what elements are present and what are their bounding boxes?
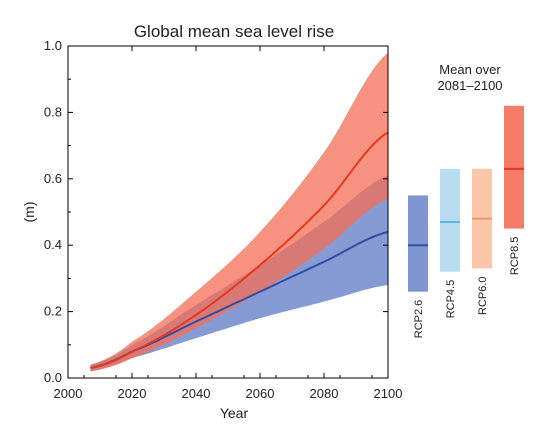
summary-bar-rcp85 bbox=[504, 105, 524, 229]
summary-label-rcp60: RCP6.0 bbox=[477, 276, 489, 315]
x-tick-label: 2040 bbox=[182, 386, 211, 401]
summary-bar-rcp26 bbox=[408, 195, 428, 292]
summary-label-rcp26: RCP2.6 bbox=[413, 300, 425, 339]
x-axis-label: Year bbox=[220, 405, 249, 421]
summary-label-rcp85: RCP8.5 bbox=[509, 237, 521, 276]
band-rcp85 bbox=[90, 52, 389, 372]
y-tick-label: 0.0 bbox=[44, 370, 62, 385]
x-tick-label: 2080 bbox=[310, 386, 339, 401]
summary-title-line-2: 2081–2100 bbox=[437, 78, 502, 93]
mean-line-rcp85 bbox=[90, 131, 389, 369]
y-tick-label: 0.6 bbox=[44, 171, 62, 186]
summary-title-line-1: Mean over bbox=[439, 62, 501, 77]
summary-bar-rcp45 bbox=[440, 168, 460, 272]
y-tick-label: 1.0 bbox=[44, 38, 62, 53]
summary-bars: RCP2.6 RCP4.5 RCP6.0 RCP8.5 bbox=[408, 105, 524, 339]
x-tick-label: 2100 bbox=[374, 386, 403, 401]
y-axis-label: (m) bbox=[21, 202, 37, 223]
x-tick-label: 2060 bbox=[246, 386, 275, 401]
plot-area: 2000 2020 2040 2060 2080 2100 0.0 0.2 0.4 0.6 0.8 1… bbox=[44, 38, 403, 401]
summary-label-rcp45: RCP4.5 bbox=[445, 280, 457, 319]
y-tick-label: 0.8 bbox=[44, 104, 62, 119]
x-tick-label: 2020 bbox=[118, 386, 147, 401]
y-tick-label: 0.2 bbox=[44, 304, 62, 319]
x-tick-label: 2000 bbox=[54, 386, 83, 401]
y-tick-label: 0.4 bbox=[44, 237, 62, 252]
chart-title: Global mean sea level rise bbox=[134, 22, 334, 41]
